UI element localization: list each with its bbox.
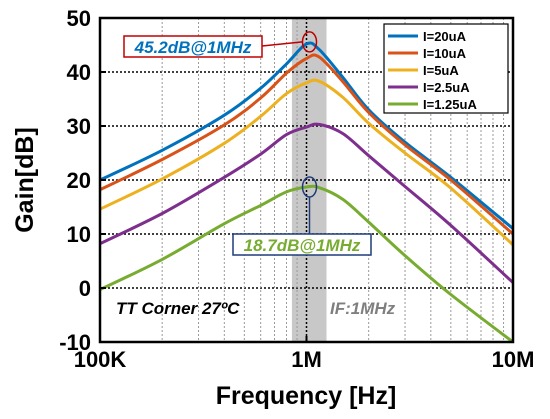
series-line-4 [100, 184, 513, 342]
x-axis-title: Frequency [Hz] [216, 382, 397, 410]
corner-annotation: TT Corner 27ºC [116, 299, 240, 318]
peak-annotation-connector [261, 41, 303, 47]
legend-label-1: I=10uA [423, 46, 467, 61]
series-line-3 [100, 122, 513, 284]
legend-label-0: I=20uA [423, 29, 467, 44]
y-axis-title: Gain[dB] [11, 127, 39, 233]
y-tick-label: 20 [67, 168, 91, 193]
y-tick-label: -10 [59, 330, 91, 355]
y-tick-label: 10 [67, 222, 91, 247]
x-tick-label: 1M [291, 347, 322, 372]
low-annotation-text: 18.7dB@1MHz [244, 236, 361, 255]
low-annotation-box [232, 233, 372, 256]
y-tick-label: 40 [67, 60, 91, 85]
y-tick-label: 0 [79, 276, 91, 301]
y-tick-label: 50 [67, 6, 91, 31]
series-line-2 [100, 78, 513, 246]
legend-label-4: I=1.25uA [423, 97, 477, 112]
series-line-0 [100, 41, 513, 230]
if-annotation: IF:1MHz [330, 299, 396, 318]
x-tick-label: 100K [74, 347, 127, 372]
x-tick-label: 10M [492, 347, 535, 372]
series-line-1 [100, 53, 513, 236]
peak-annotation-text: 45.2dB@1MHz [134, 38, 252, 57]
legend: I=20uA I=10uA I=5uA I=2.5uA I=1.25uA [383, 23, 509, 114]
legend-label-3: I=2.5uA [423, 80, 470, 95]
y-tick-label: 30 [67, 114, 91, 139]
peak-annotation-box [123, 35, 263, 58]
legend-label-2: I=5uA [423, 63, 459, 78]
